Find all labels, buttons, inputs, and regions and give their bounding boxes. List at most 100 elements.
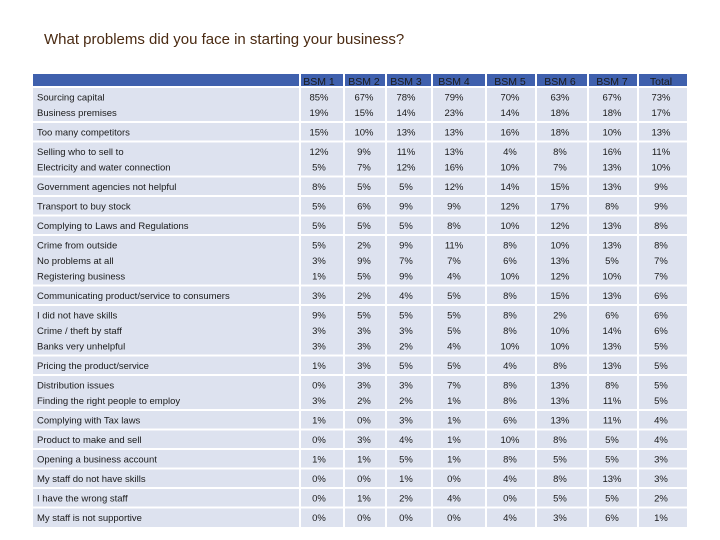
row-label: Crime from outside	[37, 241, 117, 252]
row-label: Communicating product/service to consume…	[37, 291, 230, 302]
cell-value: 10%	[500, 221, 520, 232]
cell-value: 5%	[654, 361, 668, 372]
cell-value: 4%	[447, 494, 461, 505]
row-label: My staff do not have skills	[37, 474, 146, 485]
cell-value: 9%	[399, 272, 413, 283]
header-band	[33, 74, 687, 87]
cell-value: 23%	[444, 108, 464, 119]
cell-value: 1%	[447, 396, 461, 407]
cell-value: 3%	[654, 474, 668, 485]
row-label: Too many competitors	[37, 128, 130, 139]
cell-value: 8%	[503, 396, 517, 407]
cell-value: 67%	[354, 93, 374, 104]
cell-value: 2%	[553, 311, 567, 322]
cell-value: 13%	[602, 163, 622, 174]
cell-value: 79%	[444, 93, 464, 104]
cell-value: 11%	[652, 147, 671, 158]
row-label: Distribution issues	[37, 381, 114, 392]
cell-value: 13%	[602, 221, 622, 232]
cell-value: 6%	[654, 311, 668, 322]
cell-value: 13%	[444, 147, 464, 158]
row-group-bg	[33, 141, 687, 177]
cell-value: 15%	[354, 108, 374, 119]
cell-value: 73%	[651, 93, 671, 104]
cell-value: 12%	[550, 221, 570, 232]
cell-value: 5%	[654, 396, 668, 407]
cell-value: 13%	[602, 241, 622, 252]
cell-value: 10%	[500, 435, 520, 446]
cell-value: 5%	[399, 361, 413, 372]
cell-value: 12%	[396, 163, 416, 174]
cell-value: 5%	[553, 455, 567, 466]
cell-value: 12%	[500, 202, 520, 213]
cell-value: 3%	[654, 455, 668, 466]
cell-value: 5%	[399, 221, 413, 232]
row-group-bg	[33, 235, 687, 286]
row-group-bg	[33, 449, 687, 469]
cell-value: 5%	[399, 455, 413, 466]
cell-value: 13%	[396, 128, 416, 139]
cell-value: 0%	[357, 474, 371, 485]
row-label: Pricing the product/service	[37, 361, 149, 372]
row-group-bg	[33, 375, 687, 410]
cell-value: 6%	[503, 256, 517, 267]
cell-value: 9%	[654, 182, 668, 193]
cell-value: 5%	[654, 342, 668, 353]
row-label: My staff is not supportive	[37, 513, 142, 524]
cell-value: 3%	[553, 513, 567, 524]
cell-value: 10%	[550, 342, 570, 353]
cell-value: 7%	[399, 256, 413, 267]
cell-value: 5%	[399, 311, 413, 322]
cell-value: 18%	[550, 128, 570, 139]
row-group-bg	[33, 122, 687, 142]
cell-value: 4%	[654, 435, 668, 446]
cell-value: 3%	[312, 291, 326, 302]
cell-value: 6%	[357, 202, 371, 213]
cell-value: 14%	[500, 182, 520, 193]
cell-value: 6%	[605, 311, 619, 322]
cell-value: 10%	[500, 342, 520, 353]
cell-value: 6%	[654, 291, 668, 302]
cell-value: 0%	[447, 474, 461, 485]
cell-value: 6%	[605, 513, 619, 524]
cell-value: 1%	[312, 416, 326, 427]
cell-value: 8%	[312, 182, 326, 193]
cell-value: 10%	[651, 163, 671, 174]
cell-value: 11%	[603, 396, 622, 407]
cell-value: 3%	[357, 342, 371, 353]
cell-value: 13%	[602, 361, 622, 372]
cell-value: 7%	[553, 163, 567, 174]
cell-value: 5%	[312, 241, 326, 252]
cell-value: 5%	[605, 494, 619, 505]
row-group-bg	[33, 176, 687, 196]
cell-value: 0%	[357, 513, 371, 524]
cell-value: 10%	[354, 128, 374, 139]
cell-value: 8%	[503, 311, 517, 322]
cell-value: 17%	[651, 108, 671, 119]
cell-value: 5%	[357, 311, 371, 322]
cell-value: 9%	[357, 256, 371, 267]
cell-value: 6%	[503, 416, 517, 427]
cell-value: 7%	[357, 163, 371, 174]
cell-value: 3%	[399, 381, 413, 392]
cell-value: 5%	[357, 272, 371, 283]
cell-value: 1%	[312, 455, 326, 466]
cell-value: 4%	[447, 272, 461, 283]
cell-value: 2%	[399, 396, 413, 407]
cell-value: 70%	[500, 93, 520, 104]
cell-value: 9%	[654, 202, 668, 213]
cell-value: 4%	[503, 474, 517, 485]
cell-value: 3%	[399, 326, 413, 337]
cell-value: 1%	[312, 272, 326, 283]
cell-value: 8%	[553, 435, 567, 446]
cell-value: 8%	[553, 474, 567, 485]
cell-value: 8%	[605, 381, 619, 392]
cell-value: 8%	[654, 241, 668, 252]
cell-value: 1%	[312, 361, 326, 372]
row-label: Complying with Tax laws	[37, 416, 141, 427]
row-label: Product to make and sell	[37, 435, 142, 446]
cell-value: 3%	[399, 416, 413, 427]
cell-value: 5%	[312, 221, 326, 232]
cell-value: 9%	[447, 202, 461, 213]
cell-value: 14%	[500, 108, 520, 119]
